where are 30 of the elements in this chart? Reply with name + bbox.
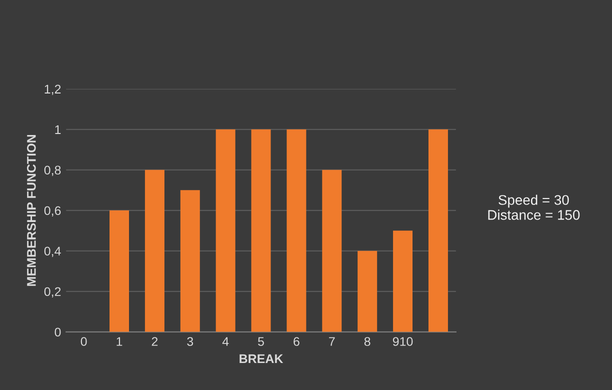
x-tick-label: 5 <box>258 337 264 346</box>
y-tick-label: 0,8 <box>44 166 61 176</box>
x-tick-label: 2 <box>152 337 158 346</box>
x-tick-label: 6 <box>294 337 300 346</box>
x-tick-label: 0 <box>80 337 87 346</box>
bar <box>180 190 200 332</box>
bar <box>322 170 342 332</box>
x-tick-label: 1 <box>116 337 122 346</box>
bar <box>286 129 306 332</box>
bar <box>428 129 448 332</box>
y-axis-title: MEMBERSHIP FUNCTION <box>26 134 36 286</box>
bar <box>358 250 378 332</box>
y-tick-label: 0,6 <box>44 206 61 217</box>
y-tick-label: 1 <box>55 125 61 134</box>
x-tick-label: 7 <box>329 337 335 346</box>
bar <box>251 129 271 332</box>
x-tick-label: 910 <box>392 337 413 346</box>
bar <box>144 170 164 332</box>
x-axis-title: BREAK <box>240 354 284 364</box>
y-tick-label: 1,2 <box>44 84 61 96</box>
y-tick-label: 0,4 <box>44 246 61 258</box>
x-tick-label: 3 <box>187 337 194 346</box>
bar <box>216 129 236 332</box>
bar <box>110 210 130 332</box>
x-tick-label: 4 <box>222 337 229 346</box>
y-tick-label: 0,2 <box>44 287 61 298</box>
y-tick-label: 0 <box>54 328 61 337</box>
x-tick-label: 8 <box>364 337 370 346</box>
text: Speed = 30 Distance = 150 <box>488 194 580 220</box>
bar <box>393 230 413 332</box>
